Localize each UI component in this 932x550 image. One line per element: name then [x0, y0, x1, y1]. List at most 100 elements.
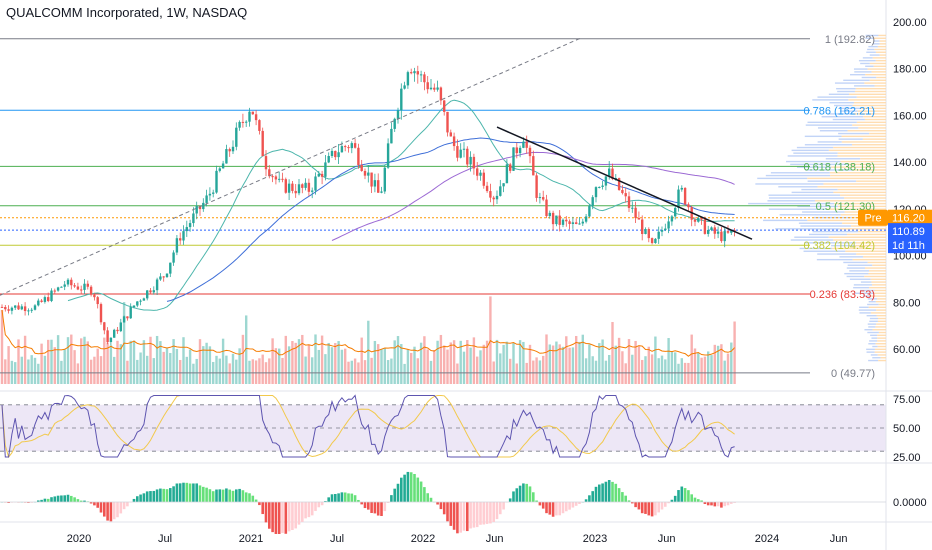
volume-profile-row	[873, 40, 880, 42]
macd-histogram-bar	[439, 502, 443, 510]
volume-bar	[146, 355, 149, 384]
candle-body	[697, 217, 700, 222]
macd-histogram-bar	[462, 502, 466, 531]
volume-profile-row	[862, 57, 873, 59]
volume-bar	[568, 347, 571, 384]
volume-profile-row	[833, 239, 886, 241]
volume-bar	[80, 338, 83, 384]
candle-body	[284, 179, 287, 193]
macd-histogram-bar	[548, 502, 552, 515]
volume-bar	[726, 353, 730, 384]
volume-bar	[518, 340, 522, 384]
macd-histogram-bar	[670, 499, 674, 502]
candle-body	[43, 297, 47, 302]
macd-histogram-bar	[367, 502, 370, 510]
candle-body	[103, 322, 106, 331]
macd-histogram-bar	[376, 502, 380, 516]
volume-profile-row	[768, 194, 841, 196]
candle-body	[56, 287, 60, 291]
candle-body	[466, 148, 469, 165]
macd-histogram-bar	[624, 495, 627, 502]
candle-body	[591, 197, 594, 206]
volume-profile-row	[876, 309, 886, 311]
volume-bar	[393, 340, 396, 384]
downtrend-line[interactable]	[496, 126, 753, 240]
volume-bar	[443, 345, 446, 384]
volume-profile-row	[791, 191, 834, 194]
volume-bar	[522, 341, 525, 384]
macd-histogram-bar	[393, 488, 396, 502]
macd-histogram-bar	[495, 502, 499, 520]
candle-body	[575, 222, 578, 224]
volume-profile-row	[877, 320, 886, 323]
candle-body	[202, 202, 205, 210]
volume-profile-row	[854, 90, 886, 93]
candle-body	[390, 128, 393, 144]
macd-histogram-bar	[640, 502, 644, 514]
volume-bar	[608, 354, 611, 384]
candle-body	[241, 121, 245, 123]
candle-body	[254, 114, 258, 121]
volume-profile-row	[853, 113, 886, 115]
macd-histogram-bar	[99, 502, 103, 513]
macd-histogram-bar	[571, 502, 575, 508]
candle-body	[495, 195, 499, 200]
macd-histogram-bar	[594, 486, 598, 502]
volume-bar	[525, 362, 528, 384]
volume-profile-row	[868, 306, 886, 308]
macd-histogram-bar	[383, 502, 387, 512]
macd-histogram-bar	[690, 494, 693, 502]
volume-profile-row	[877, 298, 886, 300]
macd-histogram-bar	[218, 489, 222, 502]
volume-bar	[535, 357, 538, 384]
volume-profile-row	[812, 99, 849, 101]
macd-histogram-bar	[419, 481, 423, 502]
candle-body	[459, 149, 462, 158]
volume-bar	[436, 340, 439, 384]
volume-bar	[337, 341, 340, 384]
volume-profile-row	[848, 93, 886, 95]
candle-body	[617, 178, 621, 190]
volume-bar	[76, 363, 80, 384]
candle-body	[76, 286, 80, 290]
macd-histogram-bar	[70, 495, 73, 502]
last-price-text: 110.89	[892, 226, 925, 238]
candle-body	[337, 152, 340, 158]
candle-body	[40, 300, 43, 302]
volume-bar	[50, 339, 53, 384]
volume-profile-row	[871, 71, 886, 73]
volume-bar	[17, 339, 20, 384]
volume-profile-row	[877, 345, 886, 348]
candle-body	[449, 132, 452, 137]
volume-profile-row	[831, 247, 886, 250]
volume-profile-row	[841, 135, 886, 138]
volume-bar	[650, 354, 654, 384]
macd-histogram-bar	[334, 493, 337, 502]
volume-profile-row	[878, 303, 886, 306]
volume-profile-row	[829, 172, 886, 174]
candle-body	[400, 88, 403, 111]
rsi-ma-line	[1, 395, 735, 459]
macd-histogram-bar	[96, 502, 99, 508]
candle-body	[433, 87, 436, 90]
macd-histogram-bar	[706, 502, 710, 506]
macd-histogram-bar	[317, 502, 321, 508]
volume-bar	[106, 342, 109, 384]
volume-bar	[693, 348, 697, 384]
volume-bar	[172, 339, 175, 384]
volume-bar	[598, 343, 601, 384]
macd-histogram-bar	[357, 499, 360, 502]
volume-bar	[532, 360, 535, 384]
candle-body	[320, 173, 324, 177]
candle-body	[545, 199, 548, 217]
macd-histogram-bar	[56, 495, 60, 502]
volume-bar	[152, 358, 155, 384]
volume-profile-row	[864, 82, 886, 84]
macd-histogram-bar	[545, 502, 548, 514]
candle-body	[162, 276, 165, 278]
volume-profile-row	[877, 340, 886, 342]
candle-body	[225, 149, 228, 164]
candle-body	[175, 238, 179, 253]
